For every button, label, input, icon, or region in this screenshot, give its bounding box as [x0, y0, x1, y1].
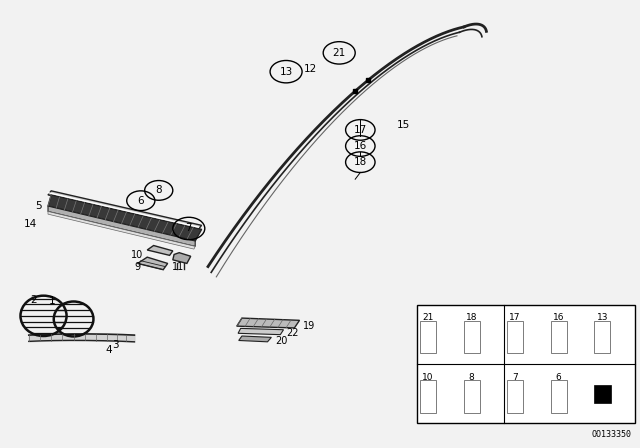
- Text: 16: 16: [553, 313, 564, 322]
- Text: 7: 7: [186, 224, 192, 233]
- Text: 13: 13: [596, 313, 608, 322]
- Polygon shape: [147, 246, 173, 255]
- Text: 5: 5: [35, 201, 42, 211]
- Polygon shape: [237, 318, 300, 328]
- Text: 21: 21: [422, 313, 434, 322]
- Polygon shape: [48, 195, 202, 241]
- Polygon shape: [48, 191, 202, 229]
- Text: OO133350: OO133350: [591, 430, 632, 439]
- Bar: [420, 321, 436, 353]
- Bar: [593, 385, 611, 403]
- Text: 10: 10: [422, 373, 434, 382]
- Text: 14: 14: [24, 219, 37, 229]
- Text: 13: 13: [280, 67, 292, 77]
- Text: 11: 11: [172, 262, 184, 271]
- Bar: [420, 380, 436, 413]
- Bar: [551, 380, 566, 413]
- Text: 7: 7: [513, 373, 518, 382]
- Text: 6: 6: [556, 373, 561, 382]
- Text: 4: 4: [106, 345, 112, 355]
- Text: 9: 9: [134, 262, 140, 271]
- Text: 3: 3: [112, 340, 118, 350]
- Text: 18: 18: [354, 157, 367, 167]
- Text: 16: 16: [354, 141, 367, 151]
- Text: 22: 22: [287, 328, 300, 338]
- Bar: [417, 305, 635, 423]
- Text: 20: 20: [275, 336, 287, 346]
- Text: 19: 19: [303, 321, 316, 331]
- Polygon shape: [48, 211, 195, 249]
- Text: 17: 17: [354, 125, 367, 135]
- Text: 12: 12: [304, 65, 317, 74]
- Text: 6: 6: [138, 196, 144, 206]
- Text: 2: 2: [30, 295, 36, 305]
- Bar: [464, 380, 479, 413]
- Bar: [464, 321, 479, 353]
- Bar: [508, 321, 523, 353]
- Bar: [551, 321, 566, 353]
- Text: 8: 8: [156, 185, 162, 195]
- Polygon shape: [173, 253, 191, 263]
- Text: 18: 18: [466, 313, 477, 322]
- Polygon shape: [238, 328, 284, 335]
- Polygon shape: [239, 336, 271, 342]
- Text: 21: 21: [333, 48, 346, 58]
- Text: 10: 10: [131, 250, 143, 260]
- Polygon shape: [138, 257, 168, 270]
- Text: 17: 17: [509, 313, 521, 322]
- Text: 8: 8: [469, 373, 474, 382]
- Polygon shape: [48, 206, 195, 246]
- Bar: [508, 380, 523, 413]
- Text: 15: 15: [397, 121, 410, 130]
- Text: 1: 1: [49, 296, 56, 306]
- Bar: [595, 321, 610, 353]
